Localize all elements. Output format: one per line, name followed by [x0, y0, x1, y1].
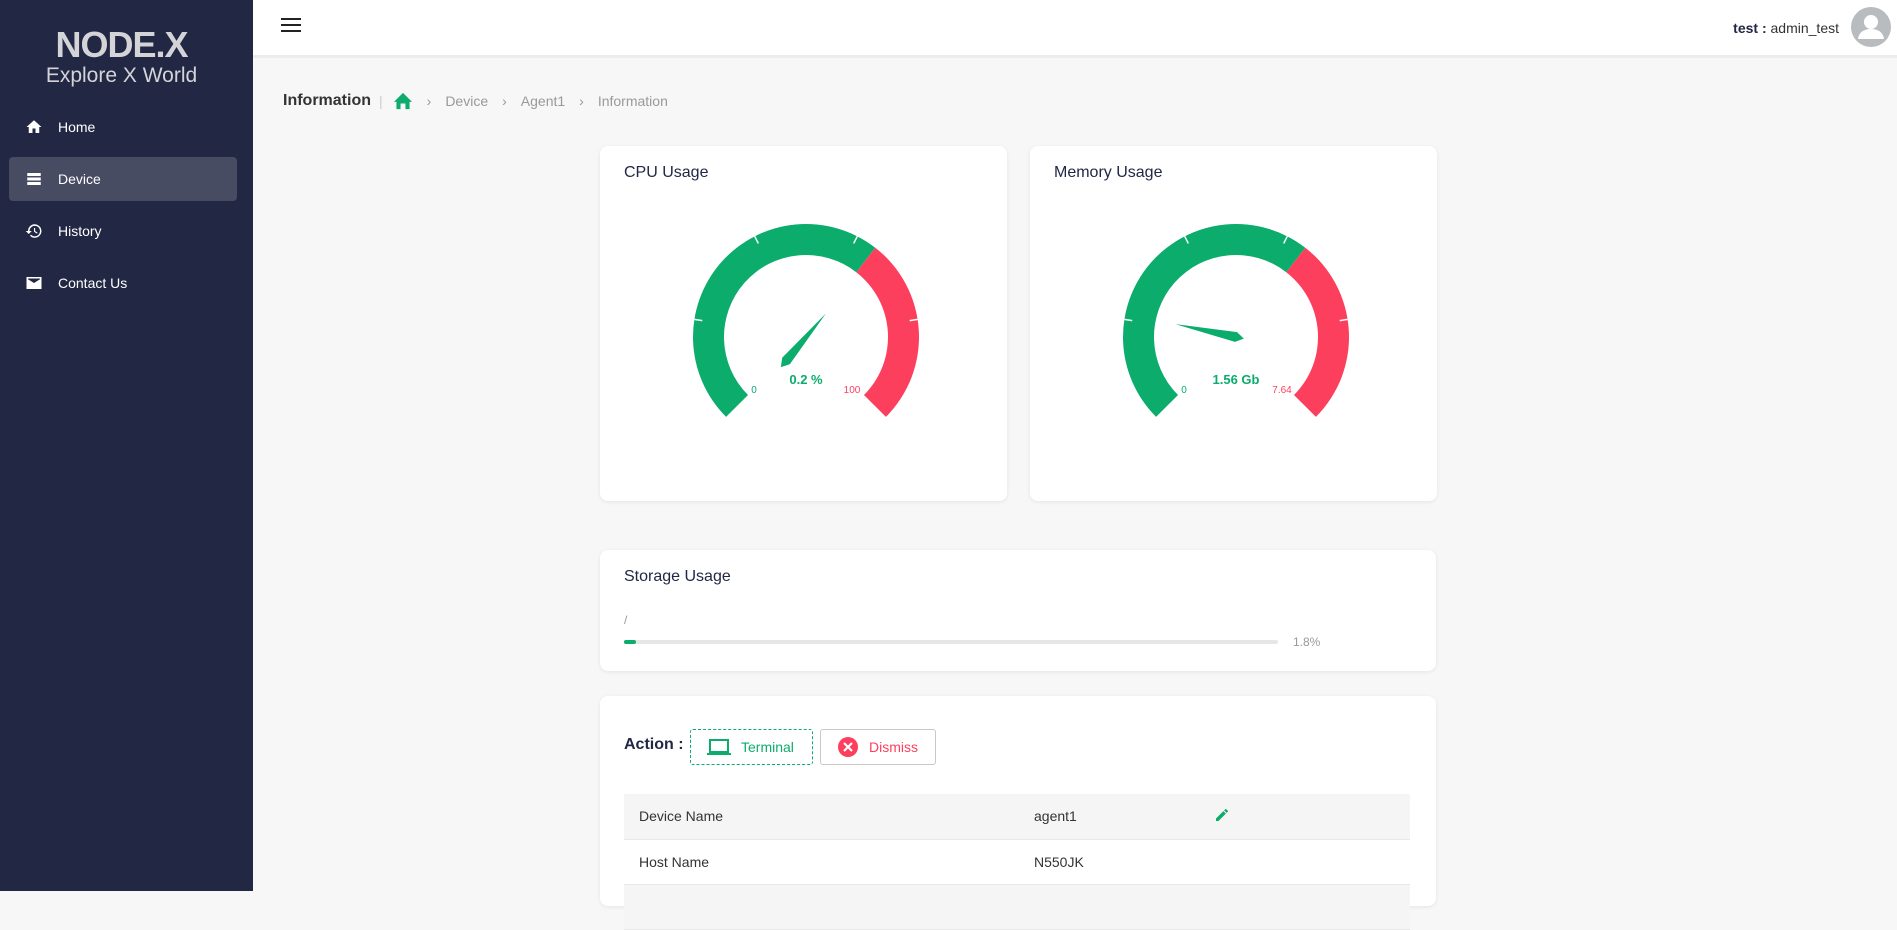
storage-progress-fill: [624, 640, 636, 644]
device-details-table: Device Name agent1 Host Name N550JK: [624, 794, 1410, 930]
logo[interactable]: NODE.X Explore X World: [34, 26, 209, 88]
hamburger-menu-icon[interactable]: [281, 18, 301, 34]
cpu-gauge: 0 0.2 % 100: [693, 224, 919, 417]
memory-usage-card: Memory Usage 0 1.56 Gb 7.64: [1030, 146, 1437, 501]
sidebar-item-label: Home: [58, 119, 96, 135]
chevron-right-icon: ›: [426, 93, 432, 109]
device-details-card: Action : Terminal Dismiss Device Name age…: [600, 696, 1436, 930]
gauge-max-label: 100: [844, 385, 861, 396]
gauge-max-label: 7.64: [1272, 385, 1292, 396]
brand-name: NODE.X: [55, 24, 188, 65]
card-title: Storage Usage: [624, 568, 731, 585]
gauge-green-zone: [1123, 224, 1306, 417]
storage-progress-bar: [624, 640, 1278, 644]
brand-tagline: Explore X World: [45, 64, 198, 87]
memory-gauge: 0 1.56 Gb 7.64: [1123, 224, 1349, 417]
gauge-min-label: 0: [751, 385, 757, 396]
gauge-needle: [780, 313, 826, 368]
storage-mount-label: /: [624, 613, 628, 627]
detail-value: N550JK: [1019, 839, 1199, 885]
sidebar-item-contact[interactable]: Contact Us: [9, 261, 237, 305]
close-circle-icon: [838, 737, 858, 757]
gauge-tick: [909, 318, 918, 322]
sidebar: NODE.X Explore X World Home Device Histo…: [0, 0, 253, 891]
gauge-min-label: 0: [1181, 385, 1187, 396]
gauge-value-label: 1.56 Gb: [1213, 372, 1260, 387]
gauge-tick: [754, 235, 759, 244]
gauge-needle: [1175, 324, 1244, 342]
sidebar-item-label: Device: [58, 171, 101, 187]
top-header: test : admin_test: [253, 0, 1897, 58]
action-label: Action :: [624, 736, 684, 753]
card-title: CPU Usage: [624, 164, 709, 181]
laptop-icon: [707, 739, 731, 755]
gauge-tick: [1124, 318, 1133, 322]
breadcrumb: Information | › Device › Agent1 › Inform…: [283, 92, 668, 110]
detail-key: Host Name: [624, 839, 1019, 885]
user-label: test : admin_test: [1733, 20, 1839, 36]
cpu-usage-card: CPU Usage 0 0.2 % 100: [600, 146, 1007, 501]
detail-value: agent1: [1019, 794, 1199, 840]
detail-key: Device Name: [624, 794, 1019, 840]
gauge-red-zone: [1286, 247, 1349, 417]
sidebar-item-home[interactable]: Home: [9, 105, 237, 149]
divider: |: [379, 93, 383, 109]
pencil-icon[interactable]: [1214, 807, 1230, 823]
sidebar-item-label: Contact Us: [58, 275, 128, 291]
gauge-value-label: 0.2 %: [789, 372, 823, 387]
card-title: Memory Usage: [1054, 164, 1163, 181]
home-icon: [26, 120, 42, 133]
gauge-tick: [1339, 318, 1348, 322]
storage-usage-card: Storage Usage / 1.8%: [600, 550, 1436, 671]
chevron-right-icon: ›: [579, 93, 584, 109]
sidebar-item-history[interactable]: History: [9, 209, 237, 253]
gauge-tick: [853, 235, 858, 244]
chevron-right-icon: ›: [502, 93, 507, 109]
sidebar-item-label: History: [58, 223, 102, 239]
storage-percent: 1.8%: [1293, 635, 1321, 649]
terminal-button[interactable]: Terminal: [690, 729, 813, 765]
sidebar-item-device[interactable]: Device: [9, 157, 237, 201]
gauge-tick: [1184, 235, 1189, 244]
gauge-tick: [1283, 235, 1288, 244]
mail-icon: [26, 277, 42, 289]
table-row: Device Name agent1: [624, 794, 1410, 840]
breadcrumb-item: Information: [597, 93, 668, 109]
gauge-green-zone: [693, 224, 876, 417]
gauge-tick: [694, 318, 703, 322]
history-icon: [25, 224, 42, 238]
avatar[interactable]: [1851, 7, 1891, 47]
page-title: Information: [283, 92, 371, 109]
user-icon: [1858, 15, 1884, 39]
edit-cell: [1199, 794, 1410, 840]
breadcrumb-item[interactable]: Agent1: [520, 93, 566, 109]
home-icon[interactable]: [393, 92, 413, 110]
dismiss-button[interactable]: Dismiss: [820, 729, 936, 765]
dismiss-label: Dismiss: [869, 739, 918, 755]
gauge-red-zone: [856, 247, 919, 417]
breadcrumb-item[interactable]: Device: [445, 93, 489, 109]
server-icon: [27, 173, 41, 185]
table-row: Host Name N550JK: [624, 839, 1410, 885]
terminal-label: Terminal: [741, 739, 794, 755]
